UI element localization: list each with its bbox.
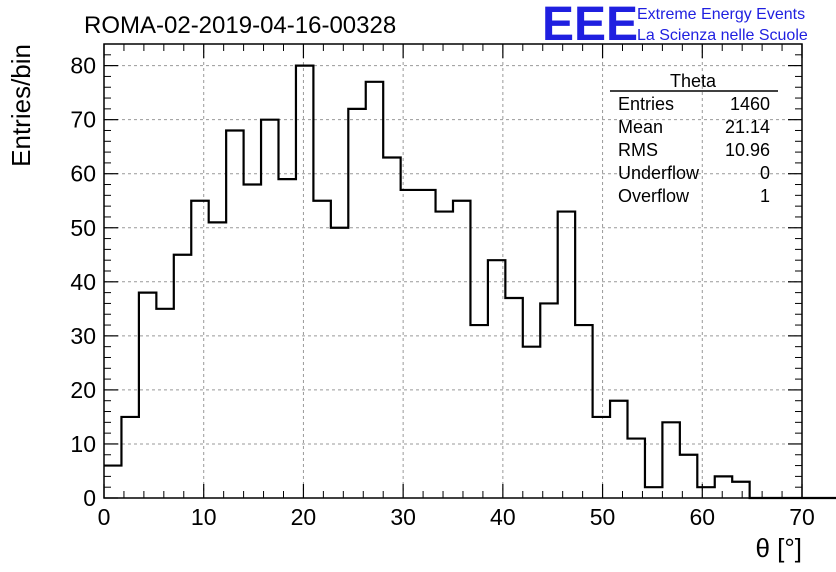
histogram-bin bbox=[121, 417, 138, 498]
histogram-bin bbox=[436, 212, 453, 498]
y-axis-label: Entries/bin bbox=[6, 44, 36, 167]
y-tick-label: 60 bbox=[70, 161, 96, 187]
stats-label: Overflow bbox=[618, 186, 690, 206]
histogram-bin bbox=[732, 482, 749, 498]
histogram-bin bbox=[348, 109, 365, 498]
y-tick-label: 10 bbox=[70, 431, 96, 457]
y-tick-label: 0 bbox=[83, 485, 96, 511]
stats-value: 0 bbox=[760, 163, 770, 183]
histogram-bin bbox=[279, 179, 296, 498]
histogram-bin bbox=[156, 309, 173, 498]
stats-label: Entries bbox=[618, 94, 674, 114]
histogram-bin bbox=[558, 212, 575, 498]
histogram-bin bbox=[470, 325, 487, 498]
stats-value: 1460 bbox=[730, 94, 770, 114]
histogram-bin bbox=[523, 347, 540, 498]
histogram-bin bbox=[366, 82, 383, 498]
histogram-bin bbox=[261, 120, 278, 498]
stats-box: Theta Entries 1460 Mean 21.14 RMS 10.96 Underf… bbox=[610, 71, 778, 206]
x-tick-label: 10 bbox=[191, 504, 217, 530]
y-tick-labels: 0 10 20 30 40 50 60 70 80 bbox=[70, 53, 96, 511]
grid bbox=[104, 44, 802, 498]
x-tick-label: 50 bbox=[590, 504, 616, 530]
histogram-bin bbox=[628, 439, 645, 498]
stats-rows: Entries 1460 Mean 21.14 RMS 10.96 Underflow 0 Ov… bbox=[618, 94, 770, 206]
stats-title: Theta bbox=[670, 71, 717, 91]
stats-value: 10.96 bbox=[725, 140, 770, 160]
histogram-bin bbox=[226, 130, 243, 498]
chart-title: ROMA-02-2019-04-16-00328 bbox=[84, 12, 396, 39]
histogram-bin bbox=[505, 298, 522, 498]
histogram-bin bbox=[715, 476, 732, 498]
stats-value: 21.14 bbox=[725, 117, 770, 137]
histogram-bin bbox=[209, 222, 226, 498]
histogram-bin bbox=[593, 417, 610, 498]
x-tick-label: 30 bbox=[390, 504, 416, 530]
histogram-bin bbox=[331, 228, 348, 498]
stats-label: Underflow bbox=[618, 163, 700, 183]
histogram-bin bbox=[104, 466, 121, 498]
x-tick-label: 20 bbox=[291, 504, 317, 530]
histogram-bin bbox=[610, 401, 627, 498]
x-tick-label: 60 bbox=[689, 504, 715, 530]
histogram-bin bbox=[418, 190, 435, 498]
histogram-bin bbox=[540, 303, 557, 498]
x-tick-label: 0 bbox=[98, 504, 111, 530]
x-tick-label: 40 bbox=[490, 504, 516, 530]
y-tick-label: 40 bbox=[70, 269, 96, 295]
stats-label: RMS bbox=[618, 140, 658, 160]
stats-label: Mean bbox=[618, 117, 663, 137]
y-tick-label: 80 bbox=[70, 53, 96, 79]
x-tick-labels: 0 10 20 30 40 50 60 70 bbox=[98, 504, 815, 530]
histogram-bin bbox=[453, 201, 470, 498]
x-axis-label: θ [°] bbox=[755, 533, 802, 563]
histogram-bin bbox=[383, 158, 400, 499]
histogram-bin bbox=[697, 487, 714, 498]
plot-frame bbox=[103, 43, 803, 499]
histogram-bin bbox=[645, 487, 662, 498]
histogram-bin bbox=[662, 422, 679, 498]
y-tick-label: 30 bbox=[70, 323, 96, 349]
y-tick-label: 20 bbox=[70, 377, 96, 403]
histogram-bin bbox=[174, 255, 191, 498]
histogram-bin bbox=[575, 325, 592, 498]
histogram-bin bbox=[191, 201, 208, 498]
histogram-bin bbox=[244, 185, 261, 498]
y-tick-label: 50 bbox=[70, 215, 96, 241]
histogram-bin bbox=[139, 293, 156, 498]
histogram-bin bbox=[488, 260, 505, 498]
logo-mark: EEE bbox=[542, 0, 638, 51]
histogram-bin bbox=[313, 201, 330, 498]
eee-logo: EEE Extreme Energy Events La Scienza nel… bbox=[542, 0, 808, 51]
logo-line-1: Extreme Energy Events bbox=[637, 6, 805, 23]
x-tick-label: 70 bbox=[789, 504, 815, 530]
logo-line-2: La Scienza nelle Scuole bbox=[637, 27, 808, 44]
y-tick-label: 70 bbox=[70, 107, 96, 133]
axis-ticks bbox=[103, 43, 803, 499]
stats-value: 1 bbox=[760, 186, 770, 206]
